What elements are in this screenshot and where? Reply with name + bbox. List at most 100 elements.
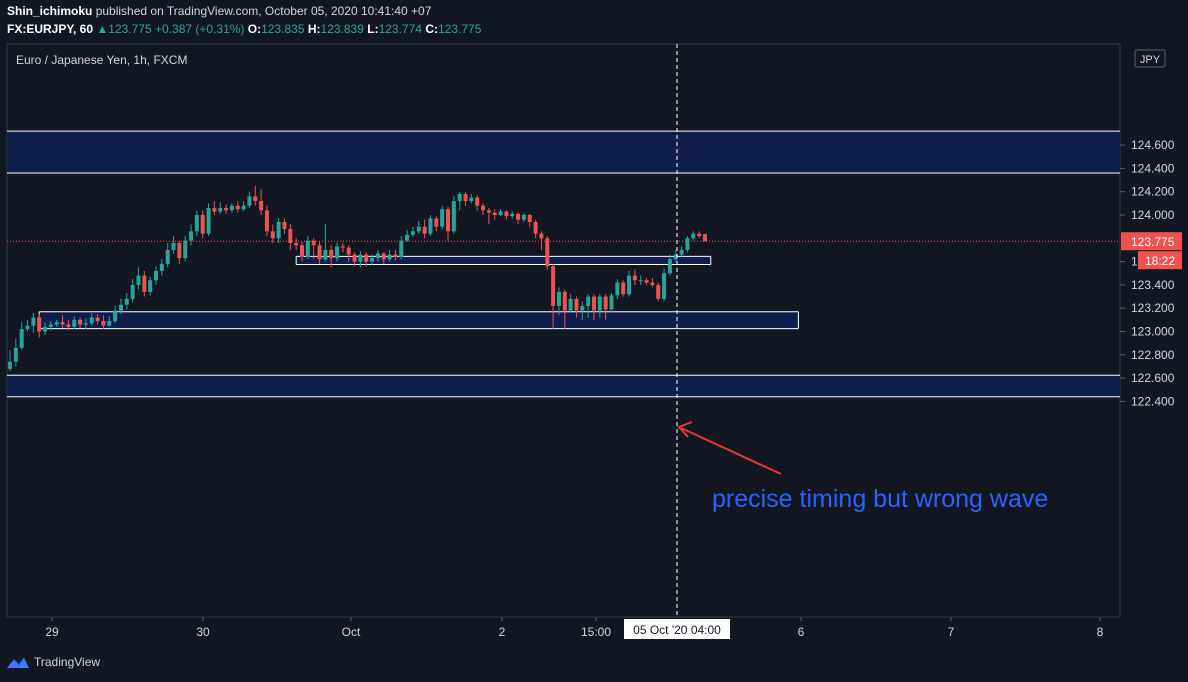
- candle-body: [609, 295, 614, 310]
- tradingview-brand: TradingView: [34, 655, 101, 669]
- candle: [54, 319, 59, 327]
- close-label: C:: [425, 22, 438, 36]
- x-tick-label: 2: [499, 625, 506, 639]
- candle-body: [107, 321, 112, 326]
- symbol-label: FX:EURJPY, 60: [7, 22, 94, 36]
- candle-body: [288, 228, 293, 243]
- candle-body: [469, 197, 474, 202]
- candle-body: [644, 280, 649, 283]
- candle-body: [72, 319, 77, 327]
- candle: [364, 252, 369, 267]
- candle: [171, 235, 176, 254]
- candle: [592, 294, 596, 320]
- candle-body: [37, 317, 42, 332]
- candle: [323, 224, 328, 262]
- candle-body: [597, 296, 602, 311]
- candle: [574, 296, 579, 318]
- y-tick-label: 124.600: [1131, 138, 1175, 152]
- candle-body: [159, 263, 164, 271]
- candle: [107, 316, 112, 327]
- candle: [463, 191, 468, 206]
- candle: [603, 294, 608, 320]
- candle: [183, 235, 188, 262]
- time-axis[interactable]: 29 30 Oct 2 15:00 6 7 8 05 Oct '20 04:00: [45, 617, 1104, 639]
- candle-body: [335, 246, 340, 259]
- candle-body: [393, 254, 398, 257]
- candle-body: [370, 258, 375, 262]
- candle-body: [253, 196, 258, 202]
- zones-layer: [7, 130, 1120, 398]
- candle-body: [300, 245, 304, 257]
- up-triangle-icon: ▲: [96, 22, 109, 36]
- candle: [159, 259, 164, 276]
- candle: [399, 235, 404, 260]
- candle-body: [539, 233, 544, 239]
- candle: [335, 242, 340, 262]
- annotation-text: precise timing but wrong wave: [712, 485, 1048, 513]
- candle: [37, 314, 42, 338]
- candle: [136, 267, 141, 290]
- candle-body: [387, 254, 392, 260]
- candle-body: [556, 291, 561, 306]
- candle-body: [218, 208, 223, 212]
- candle: [294, 238, 299, 250]
- candle: [352, 252, 357, 267]
- candle: [539, 231, 544, 250]
- candle-body: [83, 323, 88, 325]
- candle-body: [603, 296, 608, 310]
- candle-body: [19, 329, 24, 348]
- candle: [644, 277, 649, 285]
- candle: [656, 282, 661, 302]
- candle: [124, 293, 129, 310]
- candle-body: [177, 242, 182, 259]
- candle-body: [702, 234, 707, 242]
- candle: [615, 279, 620, 299]
- candle-body: [212, 208, 217, 212]
- candle: [142, 270, 147, 297]
- candle: [662, 268, 667, 302]
- x-tick-label: Oct: [342, 625, 361, 639]
- candle-body: [259, 201, 264, 211]
- candle-body: [632, 275, 637, 281]
- candle-body: [329, 249, 334, 259]
- candle: [43, 322, 48, 335]
- y-tick-label: 122.800: [1131, 348, 1175, 362]
- symbol-info: FX:EURJPY, 60 ▲123.775 +0.387 (+0.31%) O…: [7, 22, 481, 36]
- y-tick-label: 124.200: [1131, 185, 1175, 199]
- tradingview-logo[interactable]: TradingView: [6, 655, 100, 669]
- candle-body: [428, 218, 433, 234]
- candle: [667, 254, 672, 276]
- publisher-name[interactable]: Shin_ichimoku: [7, 4, 93, 18]
- candle-body: [533, 221, 538, 234]
- price-axis[interactable]: JPY124.600124.400124.200124.000123.60012…: [1120, 49, 1182, 408]
- candle: [235, 201, 240, 213]
- candle: [451, 196, 456, 234]
- candle-body: [340, 246, 345, 248]
- last-price-tag-label: 123.775: [1131, 235, 1175, 249]
- candle-body: [89, 317, 94, 324]
- candle-body: [124, 298, 129, 305]
- candle-body: [54, 322, 59, 325]
- candle-body: [504, 211, 509, 217]
- candle-body: [247, 196, 252, 206]
- candle-body: [95, 317, 100, 322]
- candle: [481, 203, 486, 215]
- candle: [200, 210, 205, 239]
- candle-body: [697, 233, 702, 236]
- candle: [25, 319, 30, 332]
- candle-body: [206, 208, 211, 234]
- zone-1: [7, 131, 1120, 174]
- candle-body: [165, 249, 170, 264]
- candle-body: [527, 215, 532, 222]
- zone-2: [296, 256, 711, 265]
- candle: [422, 219, 427, 239]
- currency-badge[interactable]: [1134, 49, 1166, 68]
- candle-body: [101, 321, 106, 326]
- candle: [562, 289, 567, 330]
- candle-body: [118, 304, 123, 311]
- candle: [148, 276, 153, 296]
- candle-body: [241, 205, 246, 210]
- candle-body: [154, 270, 158, 281]
- candle-body: [317, 245, 322, 260]
